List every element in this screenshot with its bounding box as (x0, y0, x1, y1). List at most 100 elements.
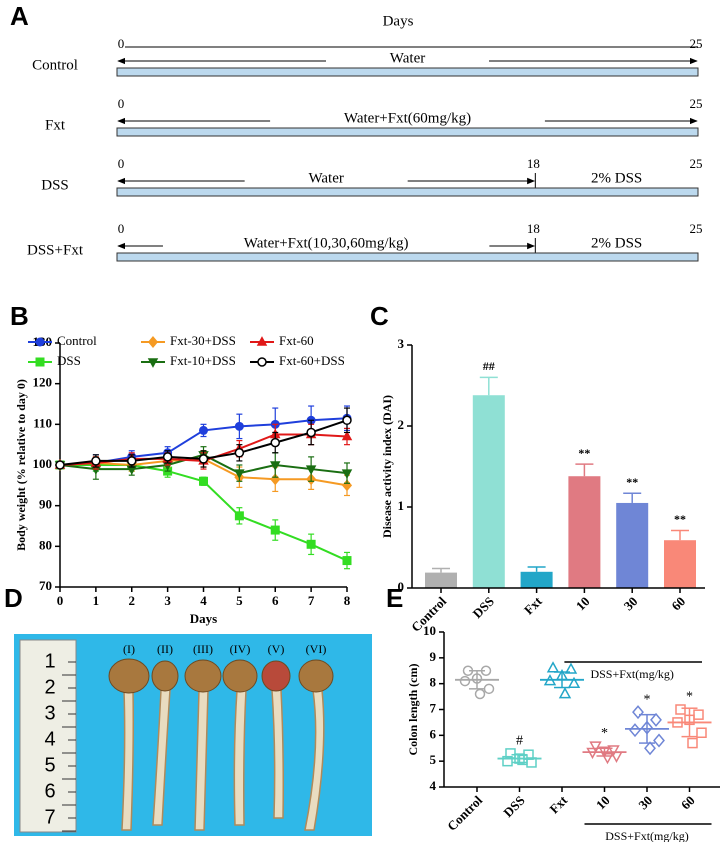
y-tick-label: 80 (39, 537, 52, 552)
point (598, 746, 611, 758)
y-tick-label: 120 (33, 375, 53, 390)
x-tick-label: 10 (593, 793, 613, 813)
x-tick-label: 30 (635, 793, 655, 813)
point (483, 683, 495, 695)
point (675, 704, 686, 715)
panel-label: B (10, 301, 29, 331)
point (517, 754, 528, 766)
point (234, 448, 245, 458)
point (459, 675, 471, 687)
colon (121, 689, 134, 831)
legend-label: DSS (57, 353, 81, 368)
point (127, 456, 137, 466)
y-tick-label: 1 (398, 498, 405, 513)
legend-marker (35, 357, 45, 367)
point (198, 454, 209, 464)
point (199, 425, 208, 435)
legend-marker (256, 336, 268, 346)
point (641, 720, 653, 735)
bar (664, 540, 696, 588)
y-tick-label: 90 (39, 497, 52, 512)
point (586, 747, 599, 760)
colon-label: (I) (123, 642, 135, 656)
point (55, 460, 65, 470)
legend-label: Fxt-10+DSS (170, 353, 236, 368)
point (610, 751, 623, 763)
x-tick-label: 30 (621, 594, 641, 614)
point (471, 673, 483, 684)
x-tick-label: 3 (164, 593, 171, 608)
point (567, 676, 581, 689)
x-tick-label: 5 (236, 593, 243, 608)
colon (233, 689, 247, 826)
legend-label: Control (57, 333, 97, 348)
colons (121, 689, 325, 831)
day-label: 0 (118, 156, 125, 171)
point (644, 741, 656, 756)
row-label: Fxt (45, 117, 66, 133)
point (462, 665, 474, 676)
period-bar (116, 187, 699, 197)
legend-label: Fxt-60 (279, 333, 314, 348)
panel-label: A (10, 1, 29, 31)
point (629, 723, 641, 738)
point (696, 727, 707, 738)
annotation: ** (626, 475, 638, 489)
period-bar (116, 127, 699, 137)
point (270, 525, 280, 535)
y-tick-label: 5 (430, 752, 437, 767)
row-label: DSS (41, 177, 69, 193)
legend-marker (147, 336, 159, 348)
colon (194, 689, 209, 831)
legend-marker (147, 358, 159, 368)
panel-label: E (386, 583, 403, 613)
point (555, 668, 569, 681)
point (270, 461, 281, 471)
annotation: ## (483, 359, 495, 373)
y-tick-label: 10 (423, 623, 436, 638)
legend-marker (257, 357, 267, 367)
colon (304, 689, 325, 831)
y-tick-label: 9 (430, 649, 437, 664)
ruler-number: 5 (44, 754, 55, 776)
x-tick-label: 1 (93, 593, 100, 608)
colon (271, 689, 284, 819)
x-tick-label: 10 (573, 594, 593, 614)
bar (425, 572, 457, 588)
point (687, 737, 698, 749)
x-tick-label: DSS (500, 793, 527, 820)
point (199, 476, 208, 486)
day-label: 25 (690, 156, 703, 171)
point (601, 752, 614, 765)
point (514, 753, 525, 764)
day-label: 25 (690, 36, 703, 51)
point (341, 469, 353, 479)
group-label: DSS+Fxt(mg/kg) (590, 667, 673, 681)
point (653, 733, 665, 748)
day-label: 25 (690, 221, 703, 236)
y-tick-label: 70 (39, 578, 52, 593)
point (306, 539, 316, 549)
y-tick-label: 0 (398, 579, 405, 594)
y-tick-label: 2 (398, 417, 405, 432)
cecum (222, 659, 258, 693)
photo (14, 634, 372, 836)
x-tick-label: 8 (344, 593, 351, 608)
y-tick-label: 100 (33, 456, 53, 471)
y-tick-label: 4 (430, 778, 437, 793)
point (480, 665, 492, 676)
period-bar (116, 252, 699, 262)
ruler-number: 4 (44, 728, 55, 750)
x-tick-label: 4 (200, 593, 207, 608)
x-tick-label: Fxt (546, 792, 570, 816)
bar (568, 476, 601, 588)
x-tick-label: 60 (668, 594, 688, 614)
ruler-number: 6 (44, 780, 55, 802)
segment-label: Water (308, 170, 343, 186)
cecum (151, 660, 179, 692)
point (684, 714, 695, 726)
panel-label: D (4, 583, 23, 613)
point (502, 755, 513, 767)
annotation: * (644, 692, 651, 707)
